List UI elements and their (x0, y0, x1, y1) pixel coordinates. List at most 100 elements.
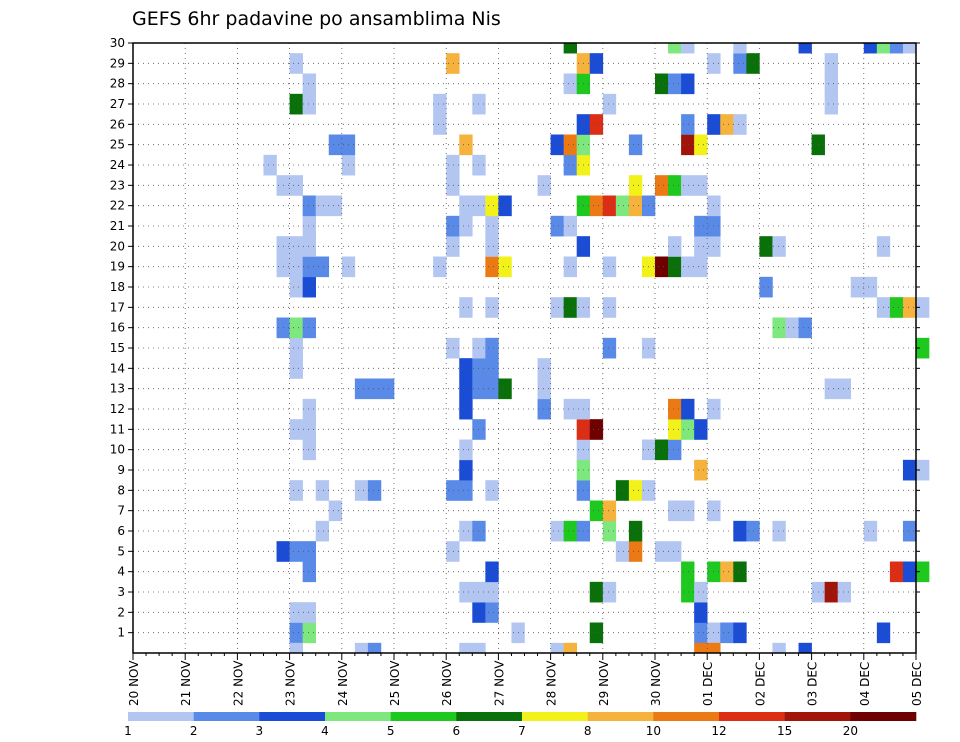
heatmap-cell (446, 53, 460, 74)
heatmap-cell (302, 276, 316, 298)
x-tick-label: 22 NOV (231, 660, 245, 706)
heatmap-cell (681, 256, 695, 278)
heatmap-cell (537, 378, 551, 400)
heatmap-cell (615, 480, 630, 501)
heatmap-cell (863, 520, 878, 542)
heatmap-cell (485, 358, 499, 379)
heatmap-cell (563, 215, 577, 237)
heatmap-cell (772, 642, 786, 654)
heatmap-cell (668, 419, 682, 440)
heatmap-cell (824, 581, 838, 603)
x-tick-label: 20 NOV (127, 660, 141, 706)
heatmap-cell (902, 43, 917, 54)
heatmap-cell (302, 419, 316, 440)
heatmap-cell (681, 581, 695, 603)
heatmap-cell (902, 297, 917, 318)
legend-swatch (325, 712, 391, 721)
x-tick-label: 01 DEC (701, 662, 715, 706)
legend-swatch (587, 712, 654, 721)
heatmap-cell (694, 581, 708, 603)
heatmap-cell (681, 114, 695, 135)
heatmap-cell (902, 561, 917, 583)
heatmap-cell (850, 276, 865, 298)
heatmap-cell (720, 114, 734, 135)
heatmap-cell (602, 337, 617, 359)
y-tick-label: 11 (110, 422, 125, 436)
heatmap-cell (863, 43, 878, 54)
heatmap-cell (550, 297, 564, 318)
heatmap-cell (459, 642, 473, 654)
heatmap-cell (485, 561, 499, 583)
heatmap-cell (302, 602, 316, 623)
heatmap-cell (563, 43, 577, 54)
heatmap-cell (902, 459, 917, 481)
heatmap-cell (485, 297, 499, 318)
heatmap-cell (459, 134, 473, 156)
heatmap-cell (446, 215, 460, 237)
chart-title: GEFS 6hr padavine po ansamblima Nis (132, 8, 501, 30)
heatmap-cell (707, 642, 721, 654)
heatmap-cell (668, 500, 682, 522)
heatmap-cell (302, 317, 316, 339)
heatmap-cell (668, 398, 682, 420)
y-tick-label: 9 (117, 463, 125, 477)
heatmap-cell (694, 622, 708, 644)
heatmap-cell (367, 642, 382, 654)
heatmap-cell (655, 439, 669, 461)
y-tick-label: 30 (110, 36, 125, 50)
legend-label: 8 (584, 724, 592, 738)
heatmap-cell (589, 53, 604, 74)
heatmap-cell (289, 276, 303, 298)
heatmap-cell (563, 297, 577, 318)
heatmap-cell (485, 195, 499, 217)
heatmap-cell (302, 398, 316, 420)
heatmap-cell (459, 480, 473, 501)
heatmap-cell (367, 378, 382, 400)
y-tick-label: 27 (110, 97, 125, 111)
heatmap-cell (354, 378, 369, 400)
y-tick-label: 18 (110, 280, 125, 294)
heatmap-cell (681, 175, 695, 196)
heatmap-cell (759, 236, 773, 257)
legend-swatch (522, 712, 588, 721)
y-tick-label: 23 (110, 178, 125, 192)
legend-label: 1 (124, 724, 132, 738)
y-tick-label: 24 (110, 158, 125, 172)
heatmap-cell (720, 622, 734, 644)
heatmap-cell (733, 114, 747, 135)
heatmap-cell (694, 642, 708, 654)
heatmap-cell (485, 337, 499, 359)
heatmap-cell (668, 43, 682, 54)
legend-swatch (193, 712, 260, 721)
heatmap-cell (824, 53, 838, 74)
legend-swatch (456, 712, 523, 721)
heatmap-cell (289, 622, 303, 644)
y-tick-label: 20 (110, 239, 125, 253)
heatmap-cell (589, 114, 604, 135)
heatmap-cell (902, 520, 917, 542)
heatmap-cell (615, 195, 630, 217)
heatmap-cell (446, 154, 460, 176)
y-tick-label: 12 (110, 402, 125, 416)
heatmap-cell (302, 215, 316, 237)
heatmap-cell (863, 276, 878, 298)
heatmap-cell (563, 134, 577, 156)
heatmap-cell (289, 175, 303, 196)
heatmap-cell (459, 581, 473, 603)
heatmap-cell (589, 622, 604, 644)
heatmap-cell (655, 541, 669, 562)
grid-lines (133, 43, 916, 653)
heatmap-cell (889, 561, 904, 583)
heatmap-cell (668, 236, 682, 257)
heatmap-cell (354, 480, 369, 501)
legend-swatch (850, 712, 917, 721)
heatmap-cell (589, 500, 604, 522)
color-legend: 1 2 3 4 5 6 7 8 10 12 15 20 (124, 712, 917, 738)
x-tick-label: 29 NOV (597, 660, 611, 706)
heatmap-cell (328, 134, 343, 156)
heatmap-cell (446, 541, 460, 562)
heatmap-cell (550, 642, 564, 654)
heatmap-cell (289, 358, 303, 379)
y-tick-label: 16 (110, 321, 125, 335)
heatmap-cell (302, 195, 316, 217)
